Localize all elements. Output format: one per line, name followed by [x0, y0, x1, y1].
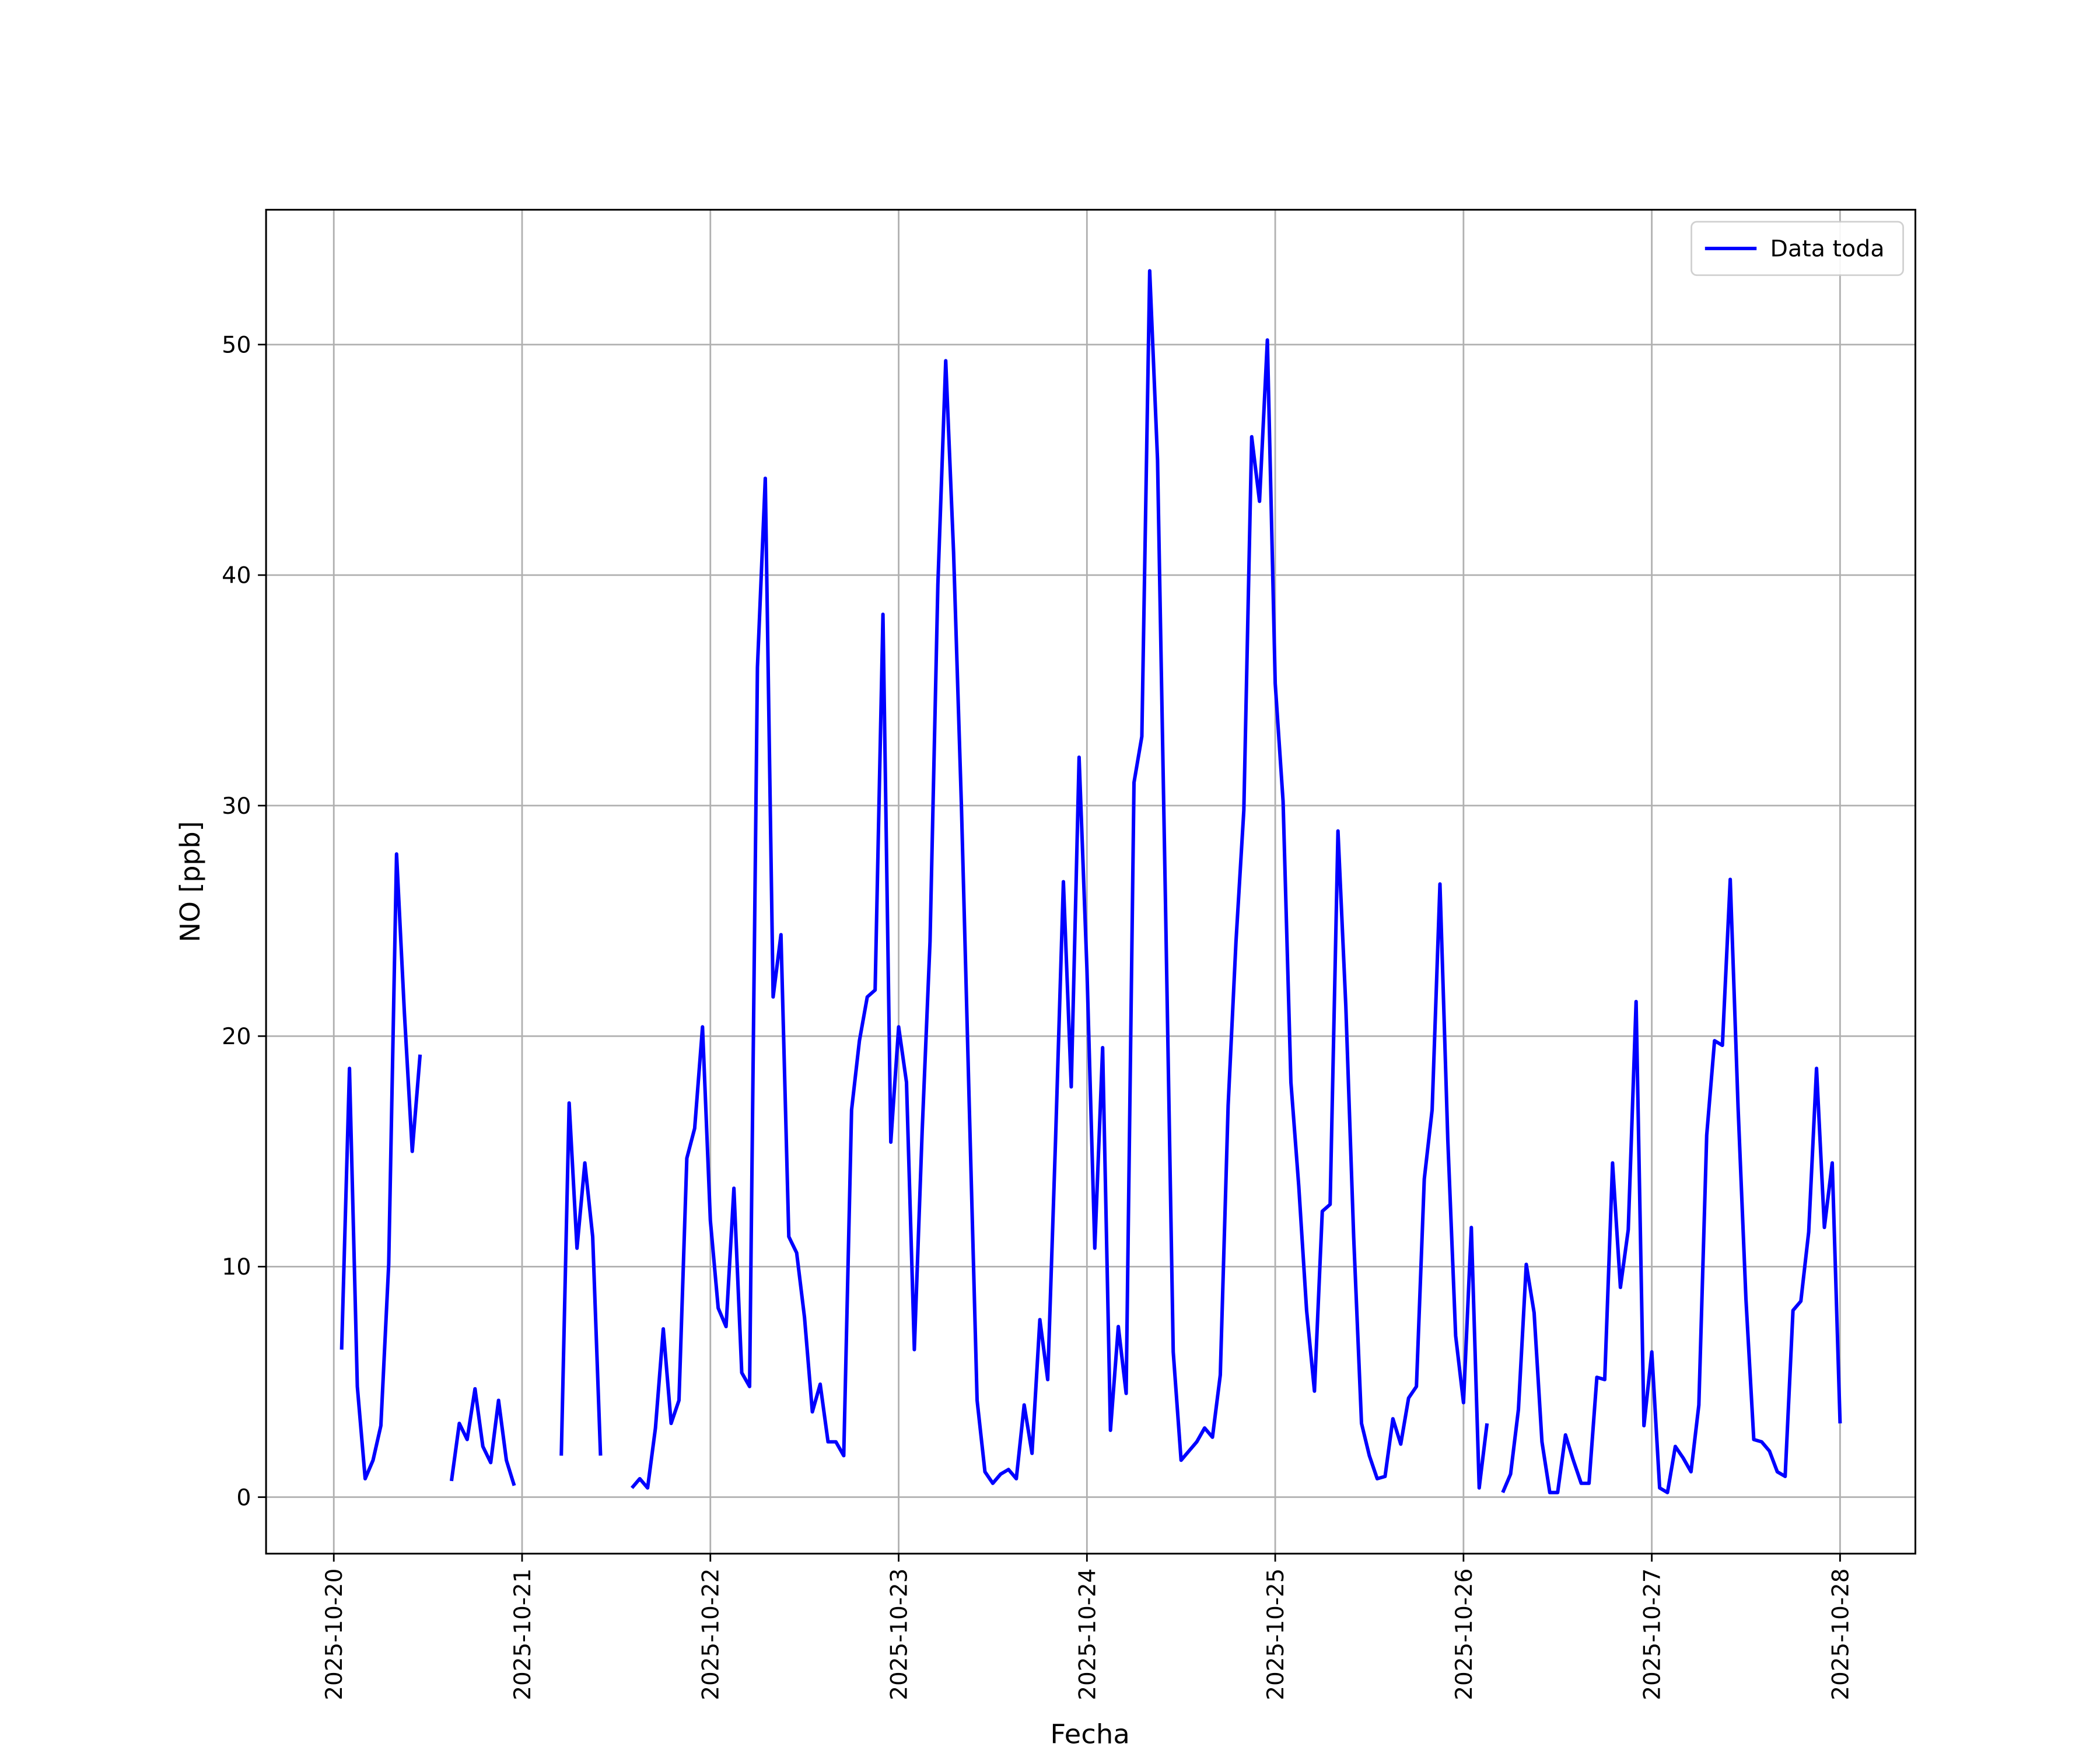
x-tick-label: 2025-10-23: [886, 1569, 912, 1700]
legend-label: Data toda: [1770, 236, 1885, 262]
x-tick-label: 2025-10-22: [698, 1569, 724, 1700]
y-tick-label: 0: [236, 1485, 251, 1511]
plot-frame: [265, 209, 1917, 1555]
x-tick-label: 2025-10-27: [1639, 1569, 1665, 1700]
y-tick-label: 50: [222, 332, 251, 359]
y-tick-label: 40: [222, 563, 251, 589]
x-tick-label: 2025-10-20: [321, 1569, 348, 1700]
x-tick-label: 2025-10-26: [1451, 1569, 1478, 1700]
x-tick-label: 2025-10-24: [1074, 1569, 1101, 1700]
x-tick-label: 2025-10-21: [510, 1569, 536, 1700]
x-tick-label: 2025-10-28: [1828, 1569, 1854, 1700]
y-tick-label: 20: [222, 1024, 251, 1050]
x-axis-label: Fecha: [1050, 1718, 1129, 1750]
legend-box: [1690, 220, 1904, 276]
x-tick-label: 2025-10-25: [1263, 1569, 1289, 1700]
y-axis-label: NO [ppb]: [174, 821, 206, 943]
y-tick-label: 30: [222, 793, 251, 820]
data-line: [340, 269, 1842, 1494]
y-tick-label: 10: [222, 1254, 251, 1280]
